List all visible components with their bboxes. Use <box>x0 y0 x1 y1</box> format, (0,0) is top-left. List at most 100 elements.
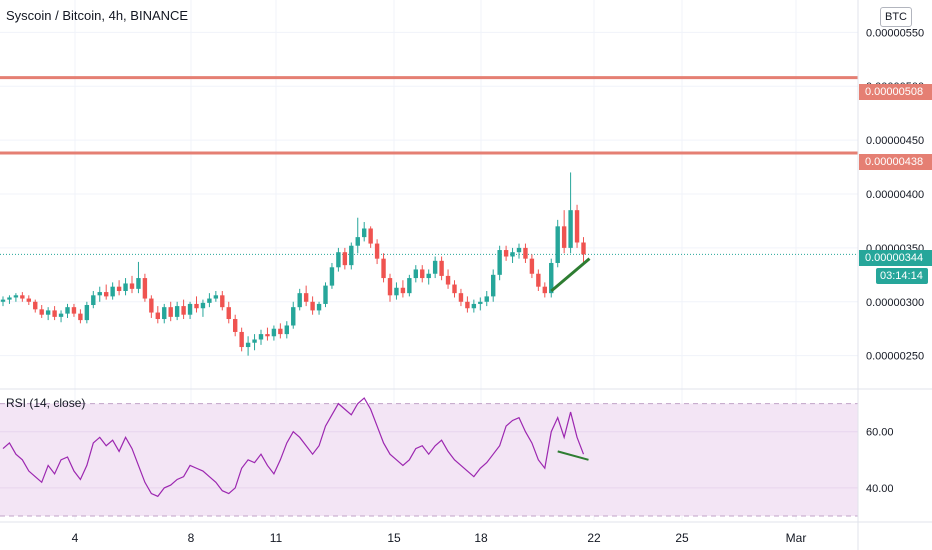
candle-body <box>407 278 412 294</box>
candle <box>200 299 206 317</box>
price-tick-label: 0.00000250 <box>866 351 924 363</box>
candle <box>349 242 354 270</box>
candle-body <box>26 298 31 302</box>
candle-body <box>155 312 160 320</box>
candle <box>220 291 225 311</box>
candle <box>207 293 212 308</box>
candle <box>181 299 186 320</box>
candle <box>252 334 257 351</box>
candle <box>58 310 64 323</box>
candle <box>187 301 193 320</box>
candle <box>149 295 154 318</box>
chart-title: Syscoin / Bitcoin, 4h, BINANCE <box>6 8 189 23</box>
rsi-tick-label: 60.00 <box>866 427 894 439</box>
candle-body <box>129 283 135 289</box>
candle <box>78 309 83 324</box>
candle-body <box>265 334 270 337</box>
candle <box>458 288 464 307</box>
candle-body <box>284 325 289 335</box>
candle <box>71 303 77 317</box>
candle-body <box>20 295 25 299</box>
candle-body <box>142 278 148 299</box>
candle-body <box>426 273 431 279</box>
rsi-pane[interactable] <box>0 397 858 517</box>
candle-body <box>561 226 567 248</box>
candle-body <box>52 310 57 317</box>
candle <box>536 269 541 291</box>
candle <box>7 295 12 304</box>
candle-body <box>316 303 322 311</box>
candle-body <box>484 296 489 302</box>
resistance-lower-tag: 0.00000438 <box>859 154 932 170</box>
candle-body <box>445 275 451 285</box>
candle-body <box>181 306 186 315</box>
gridlines <box>0 0 858 520</box>
candle-body <box>432 260 438 274</box>
candle-body <box>439 260 444 276</box>
candle-body <box>7 297 12 300</box>
candle <box>329 262 335 289</box>
currency-badge[interactable]: BTC <box>880 7 912 27</box>
candle <box>310 296 315 315</box>
candle <box>491 269 496 302</box>
candle-body <box>310 301 315 311</box>
candle-body <box>497 250 502 275</box>
candle-body <box>213 295 219 299</box>
candle <box>478 297 483 311</box>
candle <box>155 306 160 324</box>
candle-body <box>245 342 251 348</box>
candle-body <box>381 258 386 279</box>
time-tick-label: Mar <box>786 531 807 545</box>
candle-body <box>239 331 244 348</box>
candle <box>20 292 25 302</box>
candle <box>516 243 522 259</box>
candle-body <box>362 228 367 238</box>
candle-body <box>97 292 102 296</box>
resistance-upper-tag: 0.00000508 <box>859 84 932 100</box>
candle <box>561 210 567 254</box>
candle-body <box>323 285 328 304</box>
rsi-indicator-title[interactable]: RSI (14, close) <box>6 396 86 410</box>
candle <box>568 172 573 254</box>
candle-body <box>568 210 573 248</box>
candle <box>194 296 199 313</box>
candle-body <box>329 267 335 286</box>
candle <box>13 293 19 302</box>
candle-body <box>220 295 225 308</box>
candle-body <box>258 334 264 340</box>
candle <box>0 296 6 307</box>
rsi-line <box>2 397 585 498</box>
candle <box>271 325 277 341</box>
candle-body <box>123 283 128 291</box>
candle <box>136 261 141 294</box>
candle-body <box>162 307 167 320</box>
time-tick-label: 4 <box>72 531 79 545</box>
candle-body <box>297 293 302 308</box>
candle <box>471 299 477 313</box>
candle <box>33 299 38 313</box>
candle <box>497 245 502 281</box>
candle-body <box>65 307 70 314</box>
time-tick-label: 8 <box>188 531 195 545</box>
candle-body <box>413 269 418 279</box>
candle <box>368 226 373 248</box>
candle-body <box>194 303 199 309</box>
candle <box>426 269 431 285</box>
candle <box>226 301 231 324</box>
candle <box>52 306 57 321</box>
candle-body <box>387 278 393 296</box>
candle-body <box>58 313 64 317</box>
candle <box>484 291 489 307</box>
candle-body <box>491 274 496 297</box>
trendline-price <box>550 257 591 293</box>
candle <box>555 219 560 268</box>
candle-body <box>149 298 154 313</box>
price-pane[interactable] <box>0 76 858 356</box>
candle <box>91 291 96 309</box>
candle <box>342 247 348 270</box>
candle <box>394 282 399 300</box>
candle <box>84 301 90 324</box>
candle <box>574 204 580 248</box>
